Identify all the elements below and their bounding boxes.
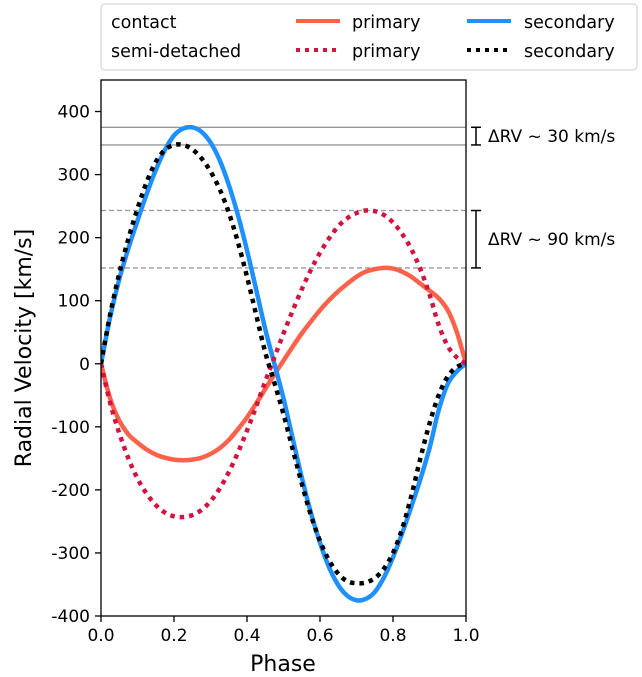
x-tick-label: 0.0	[87, 626, 114, 646]
x-tick-label: 0.2	[160, 626, 187, 646]
y-tick-label: 300	[58, 166, 90, 186]
y-tick-label: -200	[51, 481, 90, 501]
y-tick-label: 0	[79, 355, 90, 375]
y-tick-label: 400	[58, 103, 90, 123]
y-tick-label: 100	[58, 292, 90, 312]
annotation-label-0: ΔRV ~ 30 km/s	[488, 127, 615, 147]
x-tick-label: 0.8	[379, 626, 406, 646]
legend-label-semi-detached-primary: primary	[352, 42, 421, 62]
series-line-semi-detached-secondary	[101, 142, 466, 586]
x-tick-label: 0.6	[306, 626, 333, 646]
x-tick-label: 1.0	[452, 626, 479, 646]
reference-lines	[101, 126, 466, 269]
y-tick-label: -400	[51, 607, 90, 627]
y-tick-label: -100	[51, 418, 90, 438]
plot-frame	[100, 79, 467, 617]
y-tick-label: -300	[51, 544, 90, 564]
series-line-semi-detached-primary	[101, 208, 466, 520]
legend-label-contact-primary: primary	[352, 13, 421, 33]
legend-group-label-contact: contact	[111, 13, 177, 33]
axes: 0.0 0.2 0.4 0.6 0.8 1.0 -400 -300 -200 -100 0 100 20…	[51, 79, 480, 646]
legend-label-semi-detached-secondary: secondary	[524, 42, 615, 62]
series-layer	[101, 124, 466, 603]
y-axis-title: Radial Velocity [km/s]	[12, 229, 37, 467]
annotations: ΔRV ~ 30 km/s ΔRV ~ 90 km/s	[471, 126, 615, 269]
x-tick-label: 0.4	[233, 626, 260, 646]
legend-group-label-semi-detached: semi-detached	[111, 42, 241, 62]
series-line-contact-primary	[101, 265, 466, 463]
x-axis-title: Phase	[250, 652, 316, 677]
annotation-label-1: ΔRV ~ 90 km/s	[488, 230, 615, 250]
y-tick-label: 200	[58, 229, 90, 249]
legend: contact semi-detached primary secondary …	[100, 3, 638, 71]
legend-label-contact-secondary: secondary	[524, 13, 615, 33]
